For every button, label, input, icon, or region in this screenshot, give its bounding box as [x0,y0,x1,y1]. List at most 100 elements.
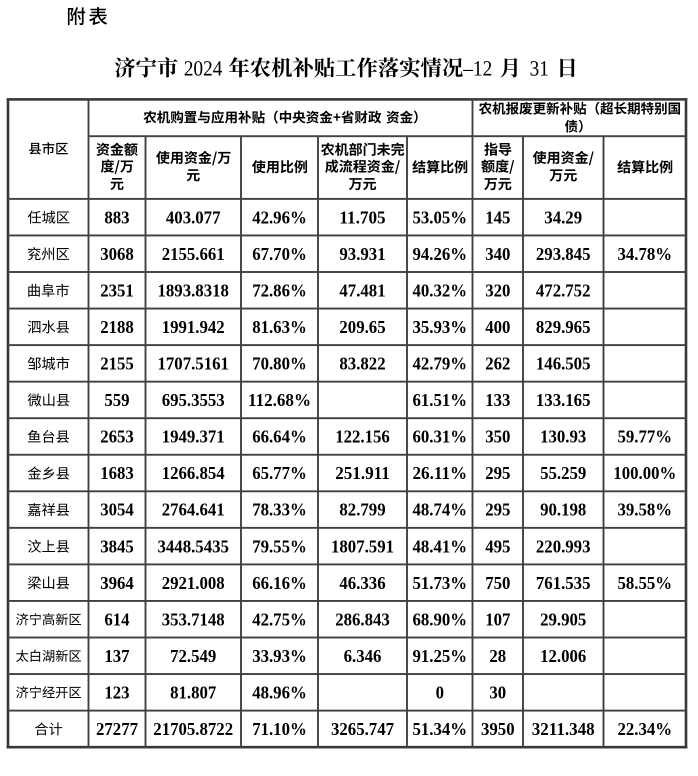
svg-text:90.198: 90.198 [540,500,586,520]
svg-text:2155: 2155 [100,354,134,374]
svg-text:59.77%: 59.77% [618,427,673,447]
svg-text:3054: 3054 [100,500,134,520]
svg-text:3448.5435: 3448.5435 [158,536,229,556]
svg-text:2188: 2188 [100,317,134,337]
svg-text:146.505: 146.505 [536,354,591,374]
svg-text:55.259: 55.259 [540,463,586,483]
svg-text:72.86%: 72.86% [252,280,307,300]
svg-text:761.535: 761.535 [536,573,591,593]
svg-text:133.165: 133.165 [536,390,591,410]
svg-text:66.16%: 66.16% [252,573,307,593]
svg-text:137: 137 [104,646,129,666]
svg-text:400: 400 [485,317,510,337]
svg-text:78.33%: 78.33% [252,500,307,520]
svg-text:6.346: 6.346 [344,646,382,666]
svg-text:829.965: 829.965 [536,317,591,337]
svg-text:40.32%: 40.32% [413,280,468,300]
svg-text:48.96%: 48.96% [252,683,307,703]
svg-text:48.41%: 48.41% [413,536,468,556]
svg-text:94.26%: 94.26% [413,244,468,264]
svg-text:66.64%: 66.64% [252,427,307,447]
svg-text:91.25%: 91.25% [413,646,468,666]
svg-text:3265.747: 3265.747 [331,719,394,739]
svg-text:34.78%: 34.78% [618,244,673,264]
svg-text:53.05%: 53.05% [413,207,468,227]
svg-text:72.549: 72.549 [170,646,216,666]
svg-text:51.73%: 51.73% [413,573,468,593]
svg-text:122.156: 122.156 [335,427,390,447]
svg-text:320: 320 [485,280,510,300]
svg-text:883: 883 [104,207,129,227]
svg-text:295: 295 [485,463,510,483]
svg-text:48.74%: 48.74% [413,500,468,520]
svg-text:60.31%: 60.31% [413,427,468,447]
svg-text:295: 295 [485,500,510,520]
svg-text:67.70%: 67.70% [252,244,307,264]
svg-text:79.55%: 79.55% [252,536,307,556]
svg-text:3950: 3950 [481,719,515,739]
svg-text:33.93%: 33.93% [252,646,307,666]
svg-text:614: 614 [104,609,129,629]
svg-text:220.993: 220.993 [536,536,591,556]
svg-text:2351: 2351 [100,280,134,300]
svg-text:2764.641: 2764.641 [162,500,225,520]
svg-text:293.845: 293.845 [536,244,591,264]
svg-text:68.90%: 68.90% [413,609,468,629]
svg-text:83.822: 83.822 [339,354,385,374]
svg-text:1991.942: 1991.942 [162,317,225,337]
svg-text:559: 559 [104,390,129,410]
svg-text:30: 30 [489,683,506,703]
svg-text:42.96%: 42.96% [252,207,307,227]
svg-text:286.843: 286.843 [335,609,390,629]
svg-text:1683: 1683 [100,463,134,483]
svg-text:26.11%: 26.11% [413,463,468,483]
svg-text:145: 145 [485,207,510,227]
svg-text:27277: 27277 [96,719,138,739]
svg-text:22.34%: 22.34% [618,719,673,739]
svg-text:65.77%: 65.77% [252,463,307,483]
svg-text:750: 750 [485,573,510,593]
svg-text:81.63%: 81.63% [252,317,307,337]
svg-text:1707.5161: 1707.5161 [158,354,229,374]
svg-text:3068: 3068 [100,244,134,264]
svg-text:29.905: 29.905 [540,609,586,629]
svg-text:12.006: 12.006 [540,646,586,666]
svg-text:3964: 3964 [100,573,134,593]
svg-text:61.51%: 61.51% [413,390,468,410]
svg-text:1893.8318: 1893.8318 [158,280,229,300]
svg-text:251.911: 251.911 [335,463,390,483]
svg-text:1266.854: 1266.854 [162,463,225,483]
svg-text:112.68%: 112.68% [248,390,311,410]
svg-text:58.55%: 58.55% [618,573,673,593]
svg-text:46.336: 46.336 [339,573,385,593]
svg-text:81.807: 81.807 [170,683,216,703]
svg-text:695.3553: 695.3553 [162,390,225,410]
svg-text:100.00%: 100.00% [613,463,676,483]
svg-text:262: 262 [485,354,510,374]
svg-text:130.93: 130.93 [540,427,586,447]
svg-text:350: 350 [485,427,510,447]
svg-text:39.58%: 39.58% [618,500,673,520]
svg-text:47.481: 47.481 [339,280,385,300]
svg-text:51.34%: 51.34% [413,719,468,739]
svg-text:93.931: 93.931 [339,244,385,264]
svg-text:70.80%: 70.80% [252,354,307,374]
svg-text:3845: 3845 [100,536,134,556]
svg-text:1807.591: 1807.591 [331,536,394,556]
svg-text:353.7148: 353.7148 [162,609,225,629]
svg-text:2155.661: 2155.661 [162,244,225,264]
svg-text:123: 123 [104,683,129,703]
svg-text:11.705: 11.705 [339,207,385,227]
svg-text:403.077: 403.077 [166,207,221,227]
svg-text:495: 495 [485,536,510,556]
svg-text:472.752: 472.752 [536,280,591,300]
svg-text:107: 107 [485,609,510,629]
svg-text:133: 133 [485,390,510,410]
svg-text:209.65: 209.65 [339,317,385,337]
svg-text:2653: 2653 [100,427,134,447]
svg-text:28: 28 [489,646,506,666]
svg-text:21705.8722: 21705.8722 [153,719,233,739]
svg-text:82.799: 82.799 [339,500,385,520]
svg-text:42.75%: 42.75% [252,609,307,629]
svg-text:42.79%: 42.79% [413,354,468,374]
